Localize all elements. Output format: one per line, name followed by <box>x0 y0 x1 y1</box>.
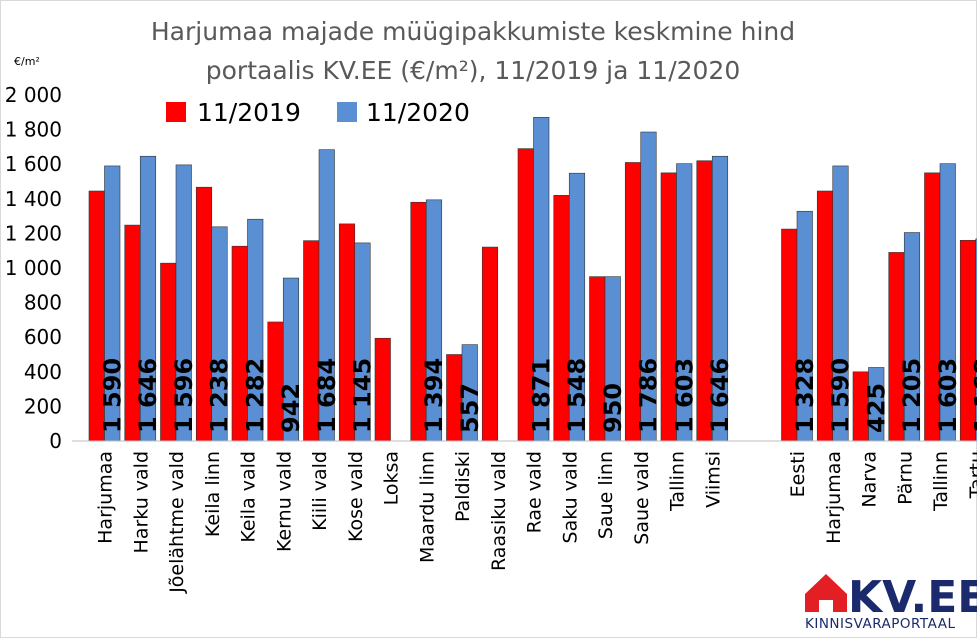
legend-swatch-2020 <box>337 102 357 122</box>
x-tick-label: Saku vald <box>559 451 581 543</box>
kv-logo: KV.EE KINNISVARAPORTAAL <box>805 572 977 632</box>
data-label: 1 603 <box>934 358 962 433</box>
y-tick-label: 1 600 <box>5 152 62 176</box>
x-tick-label: Pärnu <box>894 451 916 505</box>
legend-swatch-2019 <box>166 102 186 122</box>
x-tick-label: Saue linn <box>595 451 617 539</box>
y-tick-label: 600 <box>24 325 62 349</box>
y-tick-label: 1 800 <box>5 118 62 142</box>
data-label: 1 282 <box>241 358 269 433</box>
data-label: 1 328 <box>791 358 819 433</box>
x-tick-label: Viimsi <box>702 451 724 508</box>
data-label: 1 646 <box>706 358 734 433</box>
y-tick-label: 800 <box>24 291 62 315</box>
data-label: 942 <box>277 383 305 433</box>
data-label: 557 <box>456 383 484 433</box>
data-label: 1 684 <box>313 358 341 433</box>
data-label: 950 <box>599 383 627 433</box>
y-tick-label: 1 000 <box>5 256 62 280</box>
x-tick-label: Kose vald <box>345 451 367 542</box>
bar-2020 <box>975 238 977 442</box>
data-label: 1 238 <box>206 358 234 433</box>
data-label: 1 603 <box>670 358 698 433</box>
house-door-icon <box>822 603 830 612</box>
data-label: 1 205 <box>898 358 926 433</box>
data-label: 1 596 <box>170 358 198 433</box>
x-tick-label: Raasiku vald <box>488 451 510 571</box>
data-label: 1 646 <box>134 358 162 433</box>
data-label: 1 590 <box>98 358 126 433</box>
bars <box>88 117 977 442</box>
y-tick-label: 400 <box>24 360 62 384</box>
bar-2019 <box>481 246 499 442</box>
x-tick-label: Keila linn <box>202 451 224 537</box>
y-tick-label: 200 <box>24 394 62 418</box>
chart-title-line1: Harjumaa majade müügipakkumiste keskmine… <box>151 17 795 46</box>
data-label: 425 <box>862 383 890 433</box>
y-axis-ticks: 0 200 400 600 800 1 000 1 200 1 400 1 600 1 800 2 … <box>5 83 62 453</box>
logo-tagline: KINNISVARAPORTAAL <box>805 616 956 632</box>
y-tick-label: 1 200 <box>5 221 62 245</box>
legend: 11/2019 11/2020 <box>166 98 470 127</box>
data-label: 1 168 <box>970 358 977 433</box>
x-tick-label: Keila vald <box>238 451 260 543</box>
y-tick-label: 1 400 <box>5 187 62 211</box>
y-tick-label: 0 <box>49 429 62 453</box>
x-axis-ticks: Harjumaa Harku vald Jõelähtme vald Keila li… <box>95 451 977 594</box>
x-tick-label: Harku vald <box>130 451 152 553</box>
legend-label-2020: 11/2020 <box>366 98 470 127</box>
logo-brand: KV.EE <box>848 572 977 623</box>
x-tick-label: Paldiski <box>452 451 474 522</box>
x-tick-label: Loksa <box>381 451 403 505</box>
data-label: 1 548 <box>563 358 591 433</box>
x-tick-label: Harjumaa <box>823 451 845 544</box>
x-tick-label: Tallinn <box>667 451 689 512</box>
x-tick-label: Jõelähtme vald <box>166 451 188 594</box>
x-tick-label: Kiili vald <box>309 451 331 531</box>
data-labels: 1 590 1 646 1 596 1 238 1 282 942 1 684 1 145 1 … <box>98 358 977 433</box>
y-unit-label: €/m² <box>14 55 40 68</box>
x-tick-label: Tartu <box>966 451 977 499</box>
x-tick-label: Saue vald <box>631 451 653 545</box>
data-label: 1 145 <box>349 358 377 433</box>
legend-label-2019: 11/2019 <box>197 98 301 127</box>
data-label: 1 786 <box>635 358 663 433</box>
y-tick-label: 2 000 <box>5 83 62 107</box>
x-tick-label: Maardu linn <box>416 451 438 563</box>
x-tick-label: Rae vald <box>524 451 546 533</box>
x-tick-label: Narva <box>859 451 881 508</box>
chart-title-line2: portaalis KV.EE (€/m²), 11/2019 ja 11/20… <box>206 56 741 85</box>
x-tick-label: Eesti <box>787 451 809 497</box>
bar-2019 <box>374 337 391 442</box>
house-icon <box>805 574 847 612</box>
data-label: 1 590 <box>827 358 855 433</box>
data-label: 1 394 <box>420 358 448 433</box>
x-tick-label: Harjumaa <box>95 451 117 544</box>
data-label: 1 871 <box>527 358 555 433</box>
x-tick-label: Tallinn <box>930 451 952 512</box>
x-tick-label: Kernu vald <box>273 451 295 552</box>
